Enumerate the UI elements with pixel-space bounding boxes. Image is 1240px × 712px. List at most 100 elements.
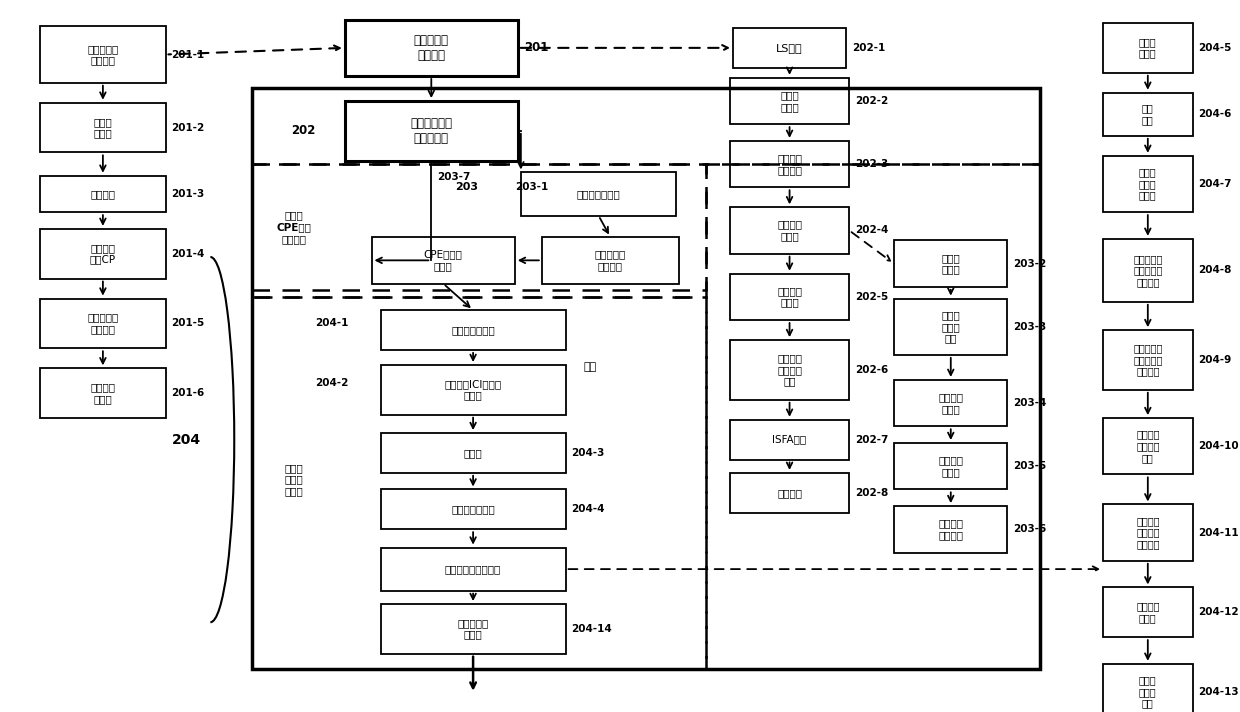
Text: 频域扩展卡
尔曼滤波: 频域扩展卡 尔曼滤波 [595, 249, 626, 271]
Text: 202-6: 202-6 [856, 365, 889, 375]
FancyBboxPatch shape [345, 101, 518, 161]
Text: 状态和协
方差预测: 状态和协 方差预测 [777, 153, 802, 175]
Text: 202-2: 202-2 [856, 96, 889, 106]
Text: 系统预测
值以及均
值和方差: 系统预测 值以及均 值和方差 [1136, 516, 1159, 549]
FancyBboxPatch shape [1104, 504, 1193, 561]
FancyBboxPatch shape [730, 207, 849, 253]
FancyBboxPatch shape [730, 273, 849, 320]
Text: 时域无迹卡尔曼滤波: 时域无迹卡尔曼滤波 [445, 564, 501, 574]
Text: 信道均衡: 信道均衡 [777, 488, 802, 498]
Text: 频率偏移估
计和补偿: 频率偏移估 计和补偿 [87, 313, 119, 334]
Text: 状态和协
方差更新: 状态和协 方差更新 [939, 518, 963, 540]
Text: 更新状态
及协方差
矩阵: 更新状态 及协方差 矩阵 [777, 353, 802, 387]
Text: 201: 201 [523, 41, 548, 54]
Text: 预判决: 预判决 [464, 448, 482, 458]
Text: 201-2: 201-2 [171, 122, 205, 132]
Text: 无迹
变换: 无迹 变换 [1142, 103, 1153, 125]
Text: 203: 203 [455, 182, 479, 192]
FancyBboxPatch shape [1104, 156, 1193, 212]
FancyBboxPatch shape [381, 489, 565, 529]
Text: 202-4: 202-4 [856, 226, 889, 236]
FancyBboxPatch shape [40, 229, 166, 278]
Text: 串并转换: 串并转换 [91, 189, 115, 199]
Text: 201-4: 201-4 [171, 248, 205, 258]
Text: 204-4: 204-4 [572, 504, 605, 514]
FancyBboxPatch shape [40, 26, 166, 83]
Text: 迭代: 迭代 [584, 362, 596, 372]
FancyBboxPatch shape [381, 548, 565, 591]
Text: 移除循环
前缀CP: 移除循环 前缀CP [89, 243, 117, 264]
Text: 204-2: 204-2 [315, 378, 348, 388]
Text: 204-5: 204-5 [1199, 43, 1233, 53]
FancyBboxPatch shape [381, 433, 565, 473]
Text: 计算量测
估计值: 计算量测 估计值 [939, 456, 963, 477]
FancyBboxPatch shape [894, 506, 1007, 553]
Text: 相干接收及
模数转换: 相干接收及 模数转换 [87, 43, 119, 66]
FancyBboxPatch shape [894, 298, 1007, 355]
Text: 204-10: 204-10 [1199, 441, 1239, 451]
FancyBboxPatch shape [894, 443, 1007, 489]
Text: 粗略的盲ICI相位噪
声补偿: 粗略的盲ICI相位噪 声补偿 [444, 379, 502, 401]
FancyBboxPatch shape [40, 103, 166, 152]
Text: 203-2: 203-2 [1013, 258, 1047, 268]
FancyBboxPatch shape [894, 241, 1007, 287]
FancyBboxPatch shape [1104, 330, 1193, 390]
Text: 201-6: 201-6 [171, 388, 205, 398]
Text: 201-5: 201-5 [171, 318, 205, 328]
FancyBboxPatch shape [733, 28, 846, 68]
Text: 快速傅里叶变换: 快速傅里叶变换 [451, 325, 495, 335]
Text: 最终相位噪
声补偿: 最终相位噪 声补偿 [458, 618, 489, 639]
Text: 204-14: 204-14 [572, 624, 613, 634]
Text: 光纤色
散补偿: 光纤色 散补偿 [93, 117, 113, 138]
Text: 204-9: 204-9 [1199, 355, 1231, 365]
Text: 计算量测
估计值: 计算量测 估计值 [777, 286, 802, 308]
FancyBboxPatch shape [1104, 664, 1193, 712]
FancyBboxPatch shape [40, 176, 166, 212]
Text: 采样点集
的量测预
测值: 采样点集 的量测预 测值 [1136, 429, 1159, 463]
Text: 接收端初始
信号处理: 接收端初始 信号处理 [414, 34, 449, 62]
Text: 202-8: 202-8 [856, 488, 889, 498]
Text: 状态和
协方差
预测: 状态和 协方差 预测 [941, 310, 960, 343]
FancyBboxPatch shape [894, 380, 1007, 426]
Text: 203-3: 203-3 [1013, 322, 1047, 332]
Text: 204-6: 204-6 [1199, 109, 1233, 120]
Text: 203-4: 203-4 [1013, 398, 1047, 408]
Text: 203-5: 203-5 [1013, 461, 1047, 471]
Text: 频域卡尔曼滤
波信道均衡: 频域卡尔曼滤 波信道均衡 [410, 117, 453, 145]
Text: 预测值无迹
变换产生新
的采样点: 预测值无迹 变换产生新 的采样点 [1133, 343, 1163, 377]
FancyBboxPatch shape [381, 604, 565, 654]
FancyBboxPatch shape [730, 78, 849, 124]
Text: 计算卡尔
曼增益: 计算卡尔 曼增益 [777, 220, 802, 241]
Text: 204: 204 [172, 433, 201, 446]
Text: 202-5: 202-5 [856, 292, 889, 302]
Text: 202: 202 [291, 125, 315, 137]
Text: 204-12: 204-12 [1199, 607, 1239, 617]
Text: 203-7: 203-7 [438, 172, 471, 182]
Text: 系统状态一
步预测及协
方差矩阵: 系统状态一 步预测及协 方差矩阵 [1133, 253, 1163, 287]
FancyBboxPatch shape [372, 237, 515, 283]
Text: 204-13: 204-13 [1199, 687, 1239, 697]
Text: 预先的
CPE相位
噪声补偿: 预先的 CPE相位 噪声补偿 [277, 211, 311, 244]
FancyBboxPatch shape [1104, 239, 1193, 302]
Text: 203-6: 203-6 [1013, 524, 1047, 534]
FancyBboxPatch shape [1104, 587, 1193, 637]
Text: 204-7: 204-7 [1199, 179, 1233, 189]
Text: 204-11: 204-11 [1199, 528, 1239, 538]
Text: 204-3: 204-3 [572, 448, 605, 458]
FancyBboxPatch shape [40, 298, 166, 348]
Text: 快速傅里
叶变换: 快速傅里 叶变换 [91, 382, 115, 404]
Text: 计算卡尔
曼增益: 计算卡尔 曼增益 [1136, 602, 1159, 623]
Text: 确定初
始条件: 确定初 始条件 [941, 253, 960, 274]
Text: 201-1: 201-1 [171, 50, 205, 60]
Text: 最终的
相位噪
声补偿: 最终的 相位噪 声补偿 [285, 463, 304, 496]
FancyBboxPatch shape [730, 340, 849, 399]
FancyBboxPatch shape [40, 368, 166, 418]
FancyBboxPatch shape [1104, 23, 1193, 73]
Text: LS估计: LS估计 [776, 43, 802, 53]
FancyBboxPatch shape [542, 237, 680, 283]
FancyBboxPatch shape [521, 172, 676, 216]
Text: 203-1: 203-1 [515, 182, 548, 192]
FancyBboxPatch shape [1104, 93, 1193, 136]
Text: CPE相位噪
声补偿: CPE相位噪 声补偿 [424, 249, 463, 271]
Text: 202-3: 202-3 [856, 159, 889, 169]
